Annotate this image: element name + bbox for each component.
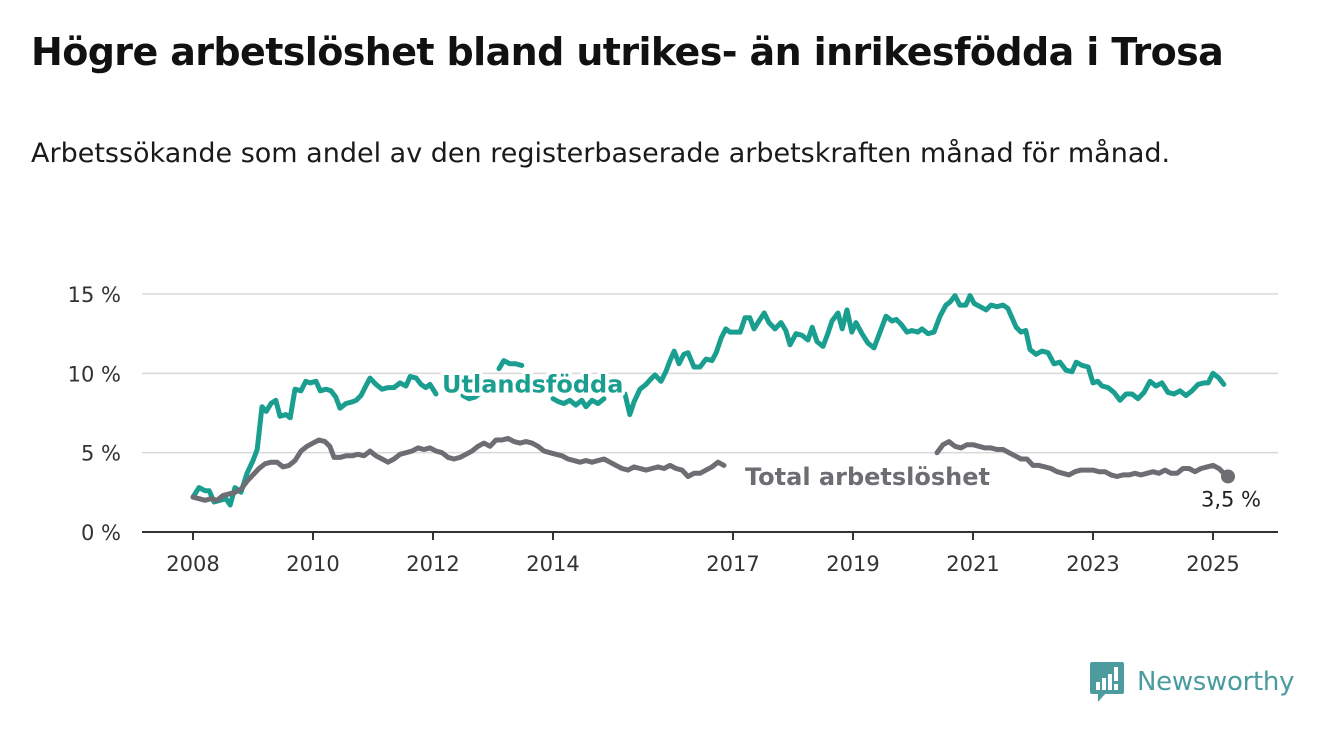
x-tick-label: 2021 <box>946 552 999 576</box>
y-tick-label: 0 % <box>81 521 121 545</box>
series-line-total <box>190 435 727 503</box>
series-lines <box>190 293 1231 508</box>
series-line-utlandsfodda-segment <box>622 293 1227 418</box>
x-tick-label: 2025 <box>1186 552 1239 576</box>
brand-name: Newsworthy <box>1137 667 1295 697</box>
brand: Newsworthy <box>1089 660 1294 704</box>
x-tick-label: 2010 <box>286 552 339 576</box>
series-line-utlandsfodda-segment <box>460 389 484 402</box>
x-tick-label: 2008 <box>166 552 219 576</box>
y-tick-label: 5 % <box>81 442 121 466</box>
axes: 0 % 5 % 10 % 15 % 2008 2010 2012 2014 2017 2019 20… <box>68 283 1278 576</box>
end-value-label: 3,5 % <box>1201 487 1261 511</box>
x-tick-label: 2017 <box>706 552 759 576</box>
y-tick-label: 10 % <box>68 362 121 386</box>
x-tick-label: 2019 <box>826 552 879 576</box>
series-labels: Utlandsfödda Total arbetslöshet 3,5 % <box>439 367 1264 514</box>
y-tick-label: 15 % <box>68 283 121 307</box>
grid-lines <box>142 293 1278 454</box>
x-tick-label: 2012 <box>406 552 459 576</box>
series-label-utlandsfodda: Utlandsfödda <box>442 370 623 398</box>
series-label-total: Total arbetslöshet <box>745 463 990 491</box>
series-line-utlandsfodda-segment <box>550 396 607 410</box>
x-tick-label: 2023 <box>1066 552 1119 576</box>
chart-subtitle: Arbetssökande som andel av den registerb… <box>31 138 1171 169</box>
end-point-marker <box>1221 469 1235 484</box>
chart-title: Högre arbetslöshet bland utrikes- än inr… <box>31 30 1224 74</box>
series-line-total-segment <box>934 439 1231 479</box>
x-tick-label: 2014 <box>526 552 579 576</box>
series-line-utlandsfodda-segment <box>496 358 525 372</box>
newsworthy-logo-icon <box>1090 662 1124 702</box>
